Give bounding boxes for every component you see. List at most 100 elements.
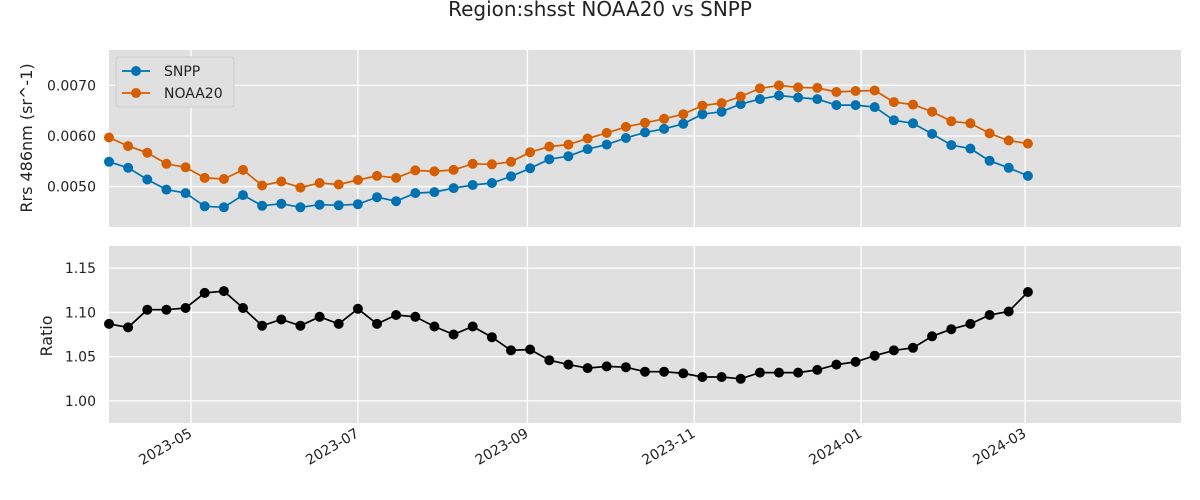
ratio-data-point [601,361,612,372]
ratio-y-ticks: 1.00 1.05 1.10 1.15 [65,261,96,410]
rrs-data-point [678,109,689,120]
rrs-data-point [104,132,114,143]
rrs-data-point [238,164,248,175]
ratio-data-point [333,318,344,329]
rrs-data-point [448,164,459,175]
ratio-data-point [659,366,670,377]
rrs-data-point [142,147,153,158]
rrs-data-point [410,188,421,199]
rrs-y-tick-label: 0.0070 [47,78,96,94]
ratio-data-point [850,356,861,367]
rrs-data-point [850,86,861,96]
ratio-data-point [180,303,191,313]
rrs-data-point [927,128,938,139]
rrs-data-point [620,133,631,143]
rrs-data-point [678,118,689,129]
ratio-data-point [123,322,134,333]
ratio-data-point [199,287,210,298]
x-tick-label: 2023-05 [136,426,195,469]
rrs-data-point [908,118,918,129]
rrs-data-point [965,118,976,129]
rrs-data-point [525,163,536,174]
x-axis-ticks: 2023-05 2023-07 2023-09 2023-11 2024-01 2024-… [136,426,1029,469]
legend-snpp-label: SNPP [164,64,200,80]
rrs-data-point [314,178,325,188]
rrs-data-point [793,82,804,93]
rrs-data-point [238,190,248,201]
rrs-panel: 0.0050 0.0060 0.0070 Rrs 486nm (sr^-1) SNP… [17,50,1181,227]
ratio-data-point [467,321,478,332]
ratio-data-point [869,350,880,361]
rrs-data-point [754,83,765,94]
rrs-data-point [333,179,344,190]
rrs-data-point [276,176,287,187]
rrs-data-point [774,90,784,101]
rrs-data-point [506,156,516,167]
rrs-y-tick-label: 0.0060 [47,129,96,145]
legend: SNPP NOAA20 [115,56,235,108]
ratio-data-point [142,304,153,315]
rrs-data-point [391,196,402,207]
rrs-data-point [142,174,153,185]
rrs-data-point [946,116,957,127]
rrs-data-point [486,159,497,170]
ratio-panel: 1.00 1.05 1.10 1.15 Ratio [37,246,1181,423]
rrs-y-axis-label: Rrs 486nm (sr^-1) [17,63,36,212]
rrs-data-point [754,94,765,105]
rrs-data-point [410,165,421,176]
ratio-data-point [486,332,497,343]
rrs-series [104,80,1033,213]
rrs-data-point [888,115,899,126]
ratio-data-point [563,359,574,370]
ratio-plot-area [109,246,1181,423]
ratio-data-point [831,359,842,370]
rrs-data-point [104,156,114,167]
ratio-y-axis-label: Ratio [37,315,56,356]
rrs-data-point [640,127,650,138]
rrs-data-point [1022,170,1033,181]
rrs-data-point [295,182,306,193]
rrs-data-point [467,158,478,169]
rrs-data-point [218,174,229,184]
rrs-data-point [831,100,842,111]
rrs-data-point [850,100,861,111]
ratio-data-point [716,372,727,382]
rrs-data-point [659,113,670,124]
ratio-data-point [735,373,746,384]
rrs-data-point [984,128,995,139]
rrs-data-point [333,200,344,211]
ratio-data-point [640,366,650,377]
ratio-data-point [793,367,804,378]
rrs-data-point [180,188,191,199]
ratio-data-point [965,318,976,329]
ratio-data-point [754,367,765,378]
rrs-data-point [486,178,497,188]
rrs-data-point [429,166,440,177]
ratio-data-point [372,318,382,329]
x-tick-label: 2024-01 [806,426,865,469]
rrs-data-point [257,180,268,191]
rrs-data-point [563,151,574,162]
rrs-data-point [448,183,459,194]
ratio-data-point [582,363,593,374]
rrs-data-point [984,155,995,166]
rrs-data-point [869,85,880,96]
rrs-data-point [697,100,708,111]
ratio-data-point [506,345,516,356]
rrs-data-point [544,154,555,165]
rrs-data-point [295,202,306,213]
rrs-data-point [161,158,172,169]
figure-title: Region:shsst NOAA20 vs SNPP [448,0,752,21]
rrs-data-point [869,102,880,113]
rrs-data-point [735,99,746,110]
rrs-data-point [620,121,631,132]
ratio-y-tick-label: 1.15 [65,261,96,277]
rrs-data-point [199,172,210,183]
legend-box [115,56,235,108]
rrs-data-point [1003,162,1014,173]
legend-noaa20-label: NOAA20 [164,86,223,102]
ratio-data-point [1003,306,1014,317]
ratio-data-point [888,345,899,356]
rrs-data-point [601,139,612,150]
